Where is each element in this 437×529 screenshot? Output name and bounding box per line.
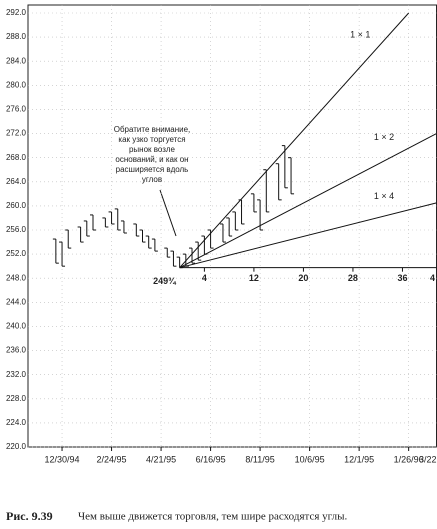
- y-tick-label: 288.0: [6, 32, 27, 41]
- fan-label: 1 × 4: [374, 191, 394, 201]
- count-tick-label: 4: [202, 273, 207, 283]
- y-tick-label: 280.0: [6, 80, 27, 89]
- y-tick-label: 260.0: [6, 201, 27, 210]
- count-tick-label: 20: [298, 273, 308, 283]
- y-tick-label: 292.0: [6, 8, 27, 17]
- y-tick-label: 256.0: [6, 225, 27, 234]
- count-tick-label: 4: [430, 273, 435, 283]
- annotation-line: оснований, и как он: [115, 155, 188, 164]
- annotation-line: рынок возле: [129, 145, 176, 154]
- x-tick-label: 4/21/95: [146, 454, 176, 464]
- y-tick-label: 284.0: [6, 56, 27, 65]
- x-tick-label: 10/6/95: [295, 454, 325, 464]
- annotation-line: как узко торгуется: [118, 135, 185, 144]
- y-tick-label: 228.0: [6, 394, 27, 403]
- y-tick-label: 220.0: [6, 442, 27, 451]
- x-tick-label: 8/11/95: [245, 454, 274, 464]
- x-tick-label: 12/1/95: [344, 454, 374, 464]
- annotation-line: углов: [142, 175, 162, 184]
- origin-label: 249¾: [153, 276, 177, 286]
- caption-text: Чем выше движется торговля, тем шире рас…: [78, 511, 347, 523]
- y-tick-label: 232.0: [6, 370, 27, 379]
- y-tick-label: 240.0: [6, 322, 27, 331]
- plot-frame: [27, 4, 437, 448]
- fan-line: [179, 202, 437, 269]
- caption-figure: Рис. 9.39: [6, 509, 53, 523]
- x-tick-label: 1/26/96: [394, 454, 424, 464]
- y-tick-label: 264.0: [6, 177, 27, 186]
- x-tick-label: 2/24/95: [97, 454, 127, 464]
- fan-line: [179, 12, 410, 269]
- x-tick-label: 12/30/94: [45, 454, 80, 464]
- count-tick-label: 36: [397, 273, 407, 283]
- y-tick-label: 276.0: [6, 105, 27, 114]
- annotation-line: Обратите внимание,: [114, 125, 191, 134]
- count-tick-label: 12: [249, 273, 259, 283]
- count-tick-label: 28: [348, 273, 358, 283]
- x-tick-label: 6/16/95: [196, 454, 226, 464]
- annotation-line: расширяется вдоль: [116, 165, 189, 174]
- y-tick-label: 244.0: [6, 297, 27, 306]
- y-tick-label: 236.0: [6, 346, 27, 355]
- x-tick-label: 3/22: [419, 454, 437, 464]
- y-tick-label: 272.0: [6, 129, 27, 138]
- y-tick-label: 248.0: [6, 273, 27, 282]
- y-tick-label: 224.0: [6, 418, 27, 427]
- fan-label: 1 × 2: [374, 132, 394, 142]
- y-tick-label: 252.0: [6, 249, 27, 258]
- fan-line: [179, 133, 437, 269]
- annotation-arrow: [159, 189, 177, 237]
- y-tick-label: 268.0: [6, 153, 27, 162]
- fan-label: 1 × 1: [350, 30, 370, 40]
